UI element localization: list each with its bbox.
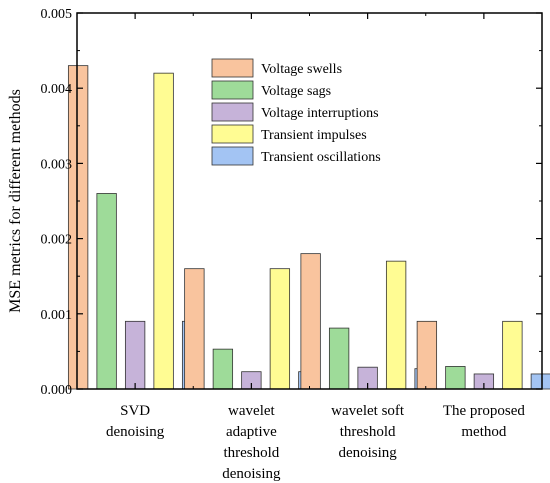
x-category-label: denoising: [222, 466, 281, 482]
y-tick-label: 0.002: [41, 233, 73, 248]
x-category-label: threshold: [223, 445, 279, 461]
legend-label: Voltage sags: [261, 84, 331, 99]
x-category-label: SVD: [120, 403, 150, 419]
y-tick-label: 0.000: [41, 383, 73, 398]
legend-label: Voltage swells: [261, 62, 342, 77]
x-category-label: denoising: [106, 424, 165, 440]
legend: Voltage swells Voltage sags Voltage interr…: [211, 58, 381, 166]
x-axis: SVD denoising wavelet adaptive threshold deno…: [106, 13, 525, 482]
legend-swatch: [211, 102, 254, 122]
bars-layer: [67, 65, 550, 390]
bar: [385, 260, 407, 390]
y-tick-label: 0.005: [41, 7, 73, 22]
bar: [530, 373, 550, 390]
x-category-label: wavelet soft: [331, 403, 405, 419]
bar: [124, 320, 146, 390]
x-category-label: adaptive: [226, 424, 277, 440]
legend-label: Voltage interruptions: [261, 106, 379, 121]
bar: [300, 253, 321, 390]
x-category-label: threshold: [340, 424, 396, 440]
bar: [212, 348, 234, 390]
bar: [502, 320, 523, 390]
legend-swatch: [211, 124, 254, 144]
bar: [269, 268, 291, 390]
legend-swatch: [211, 146, 254, 166]
bar: [328, 327, 350, 390]
y-tick-label: 0.004: [41, 82, 73, 97]
y-tick-label: 0.001: [41, 308, 73, 323]
bar: [184, 268, 205, 390]
bar: [153, 72, 174, 390]
x-category-label: denoising: [338, 445, 397, 461]
legend-swatch: [211, 58, 254, 78]
x-category-label: method: [461, 424, 506, 440]
bar: [416, 320, 438, 390]
legend-label: Transient impulses: [261, 128, 367, 143]
bar: [67, 65, 89, 390]
y-axis: 0.000 0.001 0.002 0.003 0.004 0.005: [41, 7, 542, 398]
bar: [445, 366, 466, 390]
legend-label: Transient oscillations: [261, 150, 381, 165]
bar: [96, 193, 117, 390]
x-category-label: wavelet: [228, 403, 275, 419]
y-axis-title: MSE metrics for different methods: [7, 89, 24, 313]
y-tick-label: 0.003: [41, 157, 73, 172]
legend-swatch: [211, 80, 254, 100]
x-category-label: The proposed: [443, 403, 526, 419]
